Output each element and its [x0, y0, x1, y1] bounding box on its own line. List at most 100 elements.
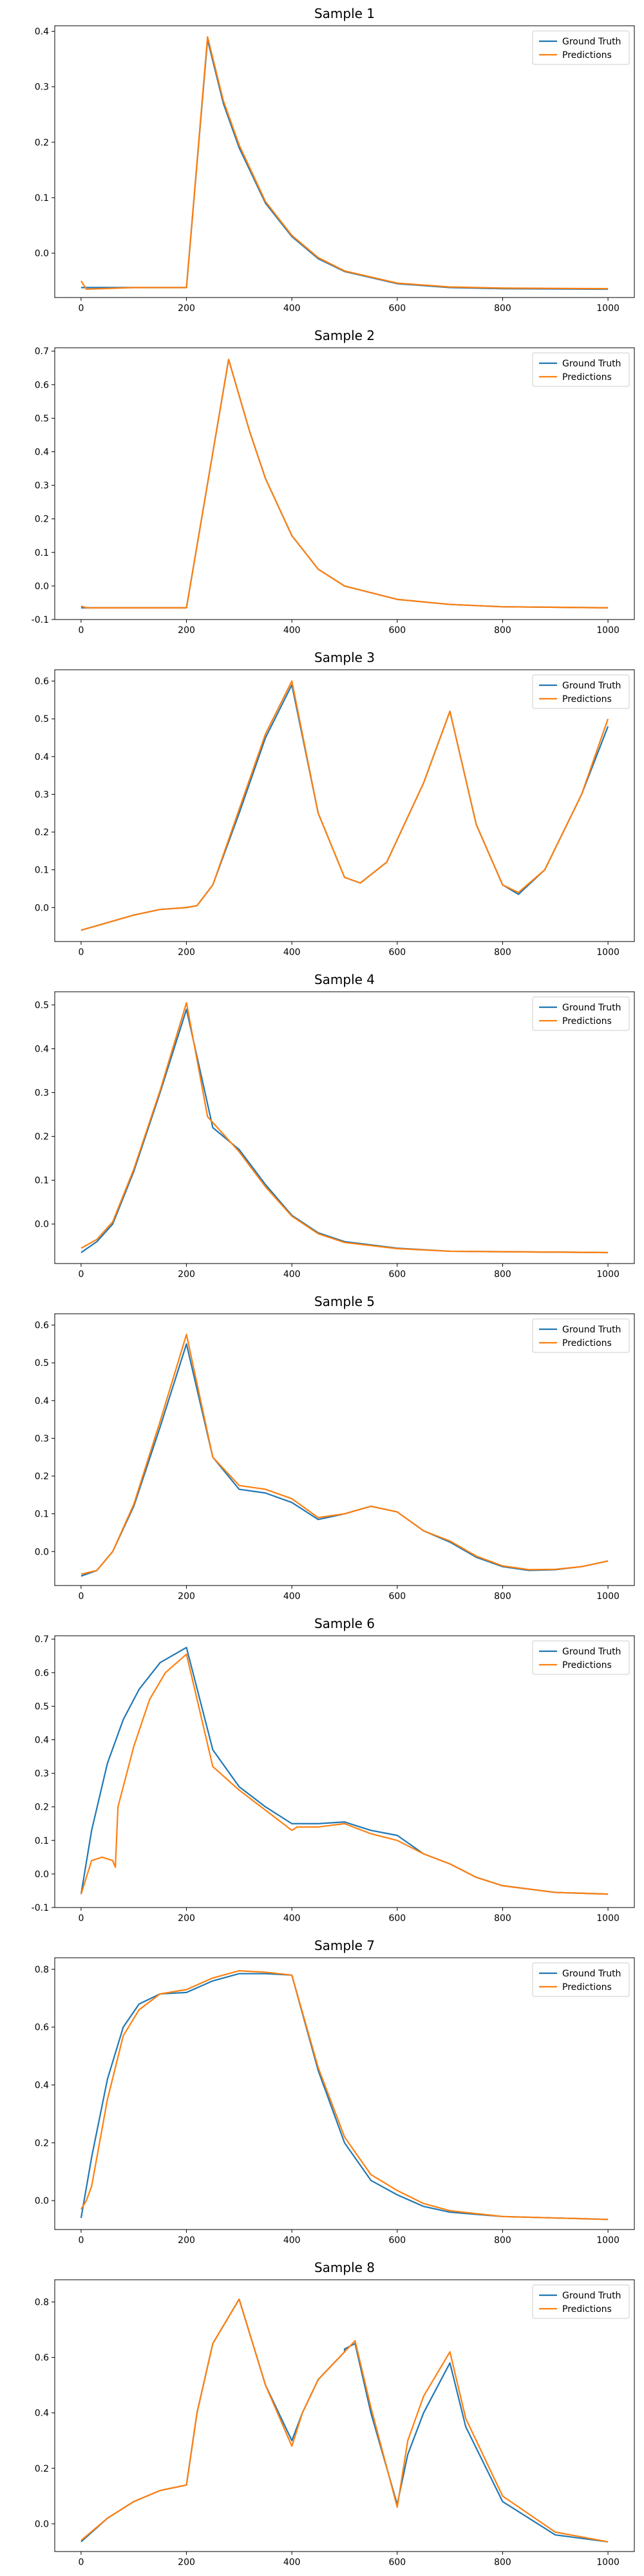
- y-tick-label: 0.1: [35, 1176, 49, 1186]
- x-tick-label: 0: [78, 625, 84, 636]
- x-tick-label: 200: [178, 1269, 195, 1280]
- y-tick-label: 0.1: [35, 1836, 49, 1846]
- x-tick-label: 1000: [596, 1913, 620, 1924]
- x-tick-label: 800: [494, 303, 511, 314]
- axes-frame: [54, 25, 635, 298]
- y-tick-label: 0.0: [35, 2196, 49, 2206]
- y-tick-label: 0.5: [35, 1000, 49, 1010]
- chart-title: Sample 8: [314, 2260, 375, 2275]
- y-tick-label: 0.6: [35, 1668, 49, 1678]
- y-tick-label: 0.2: [35, 1132, 49, 1142]
- y-tick-label: 0.4: [35, 752, 49, 762]
- legend-label: Predictions: [562, 694, 612, 705]
- legend-label: Predictions: [562, 372, 612, 383]
- y-tick-label: 0.4: [35, 1396, 49, 1406]
- x-tick-label: 800: [494, 1913, 511, 1924]
- y-tick-label: -0.1: [32, 615, 49, 625]
- x-tick-label: 200: [178, 2235, 195, 2246]
- x-tick-label: 400: [283, 1591, 301, 1602]
- series-line-predictions: [80, 2298, 609, 2543]
- x-tick-label: 1000: [596, 1591, 620, 1602]
- chart-panel: Sample 1 0 200 400 600 800 1000 0.0 0.1 0.2 0.3 0.4…: [0, 0, 644, 322]
- x-tick-label: 400: [283, 1269, 301, 1280]
- chart-title: Sample 6: [314, 1616, 375, 1631]
- line-chart: Sample 4 0 200 400 600 800 1000 0.0 0.1 0.2 0.3 0.4…: [35, 972, 635, 1280]
- y-tick-label: 0.7: [35, 1634, 49, 1645]
- y-tick-label: 0.2: [35, 1803, 49, 1813]
- line-chart: Sample 1 0 200 400 600 800 1000 0.0 0.1 0.2 0.3 0.4…: [35, 6, 635, 314]
- y-tick-label: 0.5: [35, 1701, 49, 1712]
- x-tick-label: 0: [78, 2235, 84, 2246]
- y-tick-label: 0.2: [35, 828, 49, 838]
- series-line-ground-truth: [80, 359, 609, 609]
- series-line-ground-truth: [80, 1009, 609, 1254]
- line-chart: Sample 2 0 200 400 600 800 1000 -0.1 0.0 0.1 0.2 0.…: [32, 328, 635, 636]
- x-tick-label: 200: [178, 1591, 195, 1602]
- y-tick-label: 0.4: [35, 2409, 49, 2419]
- x-tick-label: 600: [388, 1591, 406, 1602]
- x-tick-label: 0: [78, 2557, 84, 2568]
- legend-label: Predictions: [562, 50, 612, 61]
- x-tick-label: 1000: [596, 303, 620, 314]
- axes-frame: [54, 991, 635, 1264]
- y-tick-label: 0.6: [35, 677, 49, 687]
- y-tick-label: 0.6: [35, 1321, 49, 1331]
- y-tick-label: 0.1: [35, 548, 49, 558]
- legend-label: Ground Truth: [562, 1647, 621, 1657]
- axes-frame: [54, 1957, 635, 2230]
- legend-label: Ground Truth: [562, 1325, 621, 1335]
- y-tick-label: 0.1: [35, 193, 49, 204]
- series-line-ground-truth: [80, 1647, 609, 1895]
- y-tick-label: 0.2: [35, 1472, 49, 1482]
- x-tick-label: 0: [78, 1913, 84, 1924]
- x-tick-label: 0: [78, 1591, 84, 1602]
- legend: Ground Truth Predictions: [532, 1318, 630, 1353]
- line-chart: Sample 7 0 200 400 600 800 1000 0.0 0.2 0.4 0.6 0.8…: [35, 1938, 635, 2246]
- legend-label: Predictions: [562, 1982, 612, 1993]
- chart-panel: Sample 4 0 200 400 600 800 1000 0.0 0.1 0.2 0.3 0.4…: [0, 966, 644, 1288]
- series-line-predictions: [80, 1653, 609, 1895]
- x-tick-label: 400: [283, 947, 301, 958]
- legend: Ground Truth Predictions: [532, 30, 630, 65]
- y-tick-label: 0.0: [35, 1547, 49, 1557]
- chart-panel: Sample 8 0 200 400 600 800 1000 0.0 0.2 0.4 0.6 0.8…: [0, 2254, 644, 2576]
- chart-panel: Sample 7 0 200 400 600 800 1000 0.0 0.2 0.4 0.6 0.8…: [0, 1932, 644, 2254]
- series-line-predictions: [80, 1001, 609, 1254]
- x-tick-label: 1000: [596, 625, 620, 636]
- y-tick-label: 0.3: [35, 82, 49, 93]
- y-tick-label: 0.5: [35, 1358, 49, 1368]
- x-tick-label: 1000: [596, 947, 620, 958]
- axes-frame: [54, 2279, 635, 2552]
- x-tick-label: 800: [494, 947, 511, 958]
- x-tick-label: 400: [283, 2235, 301, 2246]
- chart-title: Sample 1: [314, 6, 375, 21]
- line-chart: Sample 3 0 200 400 600 800 1000 0.0 0.1 0.2 0.3 0.4…: [35, 650, 635, 958]
- y-tick-label: 0.2: [35, 2138, 49, 2148]
- chart-title: Sample 5: [314, 1294, 375, 1309]
- series-line-predictions: [80, 1970, 609, 2221]
- legend: Ground Truth Predictions: [532, 2284, 630, 2319]
- chart-panel: Sample 3 0 200 400 600 800 1000 0.0 0.1 0.2 0.3 0.4…: [0, 644, 644, 966]
- y-tick-label: 0.0: [35, 249, 49, 259]
- x-tick-label: 600: [388, 303, 406, 314]
- legend-label: Predictions: [562, 1660, 612, 1671]
- axes-frame: [54, 1635, 635, 1908]
- x-tick-label: 0: [78, 303, 84, 314]
- series-line-predictions: [80, 36, 609, 290]
- x-tick-label: 400: [283, 2557, 301, 2568]
- y-tick-label: 0.0: [35, 1870, 49, 1880]
- legend-label: Ground Truth: [562, 37, 621, 47]
- x-tick-label: 0: [78, 1269, 84, 1280]
- x-tick-label: 400: [283, 303, 301, 314]
- series-line-ground-truth: [80, 2298, 609, 2543]
- y-tick-label: 0.0: [35, 1220, 49, 1230]
- y-tick-label: 0.3: [35, 1088, 49, 1099]
- y-tick-label: 0.3: [35, 1769, 49, 1779]
- x-tick-label: 400: [283, 625, 301, 636]
- x-tick-label: 800: [494, 1269, 511, 1280]
- chart-panel: Sample 6 0 200 400 600 800 1000 -0.1 0.0 0.1 0.2 0.…: [0, 1610, 644, 1932]
- chart-title: Sample 7: [314, 1938, 375, 1953]
- y-tick-label: 0.3: [35, 790, 49, 800]
- legend-label: Ground Truth: [562, 681, 621, 691]
